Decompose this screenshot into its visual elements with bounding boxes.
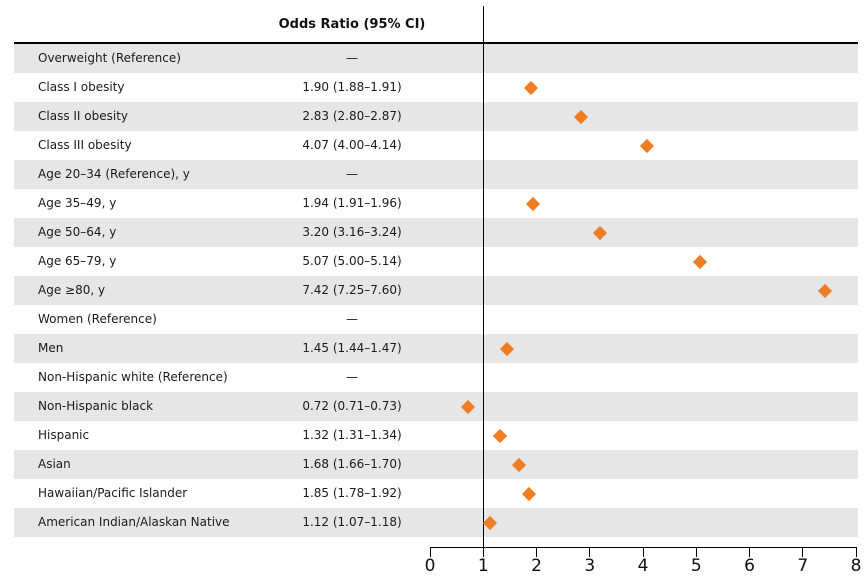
odds-ratio-marker-icon	[521, 486, 536, 501]
row-or-value: —	[346, 312, 358, 326]
axis-tick	[536, 547, 537, 557]
row-or-value: 1.68 (1.66–1.70)	[302, 457, 402, 471]
axis-tick	[695, 547, 697, 557]
table-row: Non-Hispanic black 0.72 (0.71–0.73)	[14, 392, 858, 421]
axis-tick-label: 6	[744, 556, 755, 576]
odds-ratio-marker-icon	[526, 196, 541, 211]
row-or-value: 5.07 (5.00–5.14)	[302, 254, 402, 268]
axis-tick-label: 7	[797, 556, 809, 576]
axis-tick	[855, 547, 857, 557]
row-or-value: 4.07 (4.00–4.14)	[302, 138, 402, 152]
row-or-value: 2.83 (2.80–2.87)	[302, 109, 402, 123]
row-label: Asian	[38, 457, 71, 471]
axis-tick	[802, 547, 804, 557]
row-label: Age 50–64, y	[38, 225, 117, 239]
row-or-value: 3.20 (3.16–3.24)	[302, 225, 402, 239]
axis-tick-label: 2	[531, 556, 542, 576]
odds-ratio-marker-icon	[593, 225, 608, 240]
row-label: Overweight (Reference)	[38, 51, 181, 65]
row-label: Class I obesity	[38, 80, 125, 94]
row-or-value: —	[346, 370, 358, 384]
axis-tick-label: 0	[424, 556, 436, 576]
table-row: Age 35–49, y 1.94 (1.91–1.96)	[14, 189, 858, 218]
row-label: Women (Reference)	[38, 312, 157, 326]
row-or-value: 1.90 (1.88–1.91)	[302, 80, 402, 94]
row-label: Age 65–79, y	[38, 254, 117, 268]
row-label: Class II obesity	[38, 109, 129, 123]
table-row: Class III obesity 4.07 (4.00–4.14)	[14, 131, 858, 160]
table-rows: Overweight (Reference) — Class I obesity 1.…	[14, 44, 858, 537]
odds-ratio-marker-icon	[512, 457, 527, 472]
odds-ratio-marker-icon	[818, 283, 833, 298]
odds-ratio-marker-icon	[639, 138, 654, 153]
row-label: Men	[38, 341, 64, 355]
row-label: Non-Hispanic black	[38, 399, 154, 413]
row-label: Non-Hispanic white (Reference)	[38, 370, 228, 384]
table-row: Age 65–79, y 5.07 (5.00–5.14)	[14, 247, 858, 276]
row-or-value: 7.42 (7.25–7.60)	[302, 283, 402, 297]
table-row: Class I obesity 1.90 (1.88–1.91)	[14, 73, 858, 102]
table-row: Asian 1.68 (1.66–1.70)	[14, 450, 858, 479]
axis-tick	[642, 547, 644, 557]
odds-ratio-marker-icon	[493, 428, 508, 443]
table-row: Class II obesity 2.83 (2.80–2.87)	[14, 102, 858, 131]
table-row: Non-Hispanic white (Reference) —	[14, 363, 858, 392]
table-row: Age 50–64, y 3.20 (3.16–3.24)	[14, 218, 858, 247]
table-row: Hawaiian/Pacific Islander 1.85 (1.78–1.92…	[14, 479, 858, 508]
row-or-value: 1.94 (1.91–1.96)	[302, 196, 402, 210]
odds-ratio-marker-icon	[461, 399, 476, 414]
table-row: Overweight (Reference) —	[14, 44, 858, 73]
row-or-value: 1.12 (1.07–1.18)	[302, 515, 402, 529]
row-label: Age 20–34 (Reference), y	[38, 167, 190, 181]
reference-line	[483, 6, 485, 547]
odds-ratio-marker-icon	[500, 341, 515, 356]
row-label: Hawaiian/Pacific Islander	[38, 486, 188, 500]
axis-tick	[749, 547, 750, 557]
axis-tick-label: 4	[637, 556, 649, 576]
row-or-value: —	[346, 167, 358, 181]
table-row: Hispanic 1.32 (1.31–1.34)	[14, 421, 858, 450]
row-label: Age 35–49, y	[38, 196, 117, 210]
header-rule	[14, 42, 858, 44]
axis-tick-label: 8	[850, 556, 862, 576]
odds-ratio-marker-icon	[482, 515, 497, 530]
table-row: Women (Reference) —	[14, 305, 858, 334]
axis-tick	[482, 547, 484, 557]
axis-tick	[589, 547, 591, 557]
odds-ratio-marker-icon	[524, 80, 539, 95]
axis-tick-label: 3	[584, 556, 596, 576]
x-axis-line	[430, 547, 857, 548]
row-or-value: 1.45 (1.44–1.47)	[302, 341, 402, 355]
axis-tick-label: 1	[477, 556, 489, 576]
row-label: Hispanic	[38, 428, 90, 442]
row-or-value: 0.72 (0.71–0.73)	[302, 399, 402, 413]
table-row: Age ≥80, y 7.42 (7.25–7.60)	[14, 276, 858, 305]
row-or-value: —	[346, 51, 358, 65]
row-label: Class III obesity	[38, 138, 132, 152]
row-label: Age ≥80, y	[38, 283, 106, 297]
table-row: American Indian/Alaskan Native 1.12 (1.07…	[14, 508, 858, 537]
table-row: Men 1.45 (1.44–1.47)	[14, 334, 858, 363]
row-label: American Indian/Alaskan Native	[38, 515, 230, 529]
odds-ratio-marker-icon	[692, 254, 708, 269]
odds-ratio-column-header: Odds Ratio (95% CI)	[278, 17, 426, 32]
row-or-value: 1.85 (1.78–1.92)	[302, 486, 402, 500]
odds-ratio-marker-icon	[573, 109, 588, 124]
table-row: Age 20–34 (Reference), y —	[14, 160, 858, 189]
axis-tick-label: 5	[690, 556, 702, 576]
axis-tick	[429, 547, 431, 557]
row-or-value: 1.32 (1.31–1.34)	[302, 428, 402, 442]
